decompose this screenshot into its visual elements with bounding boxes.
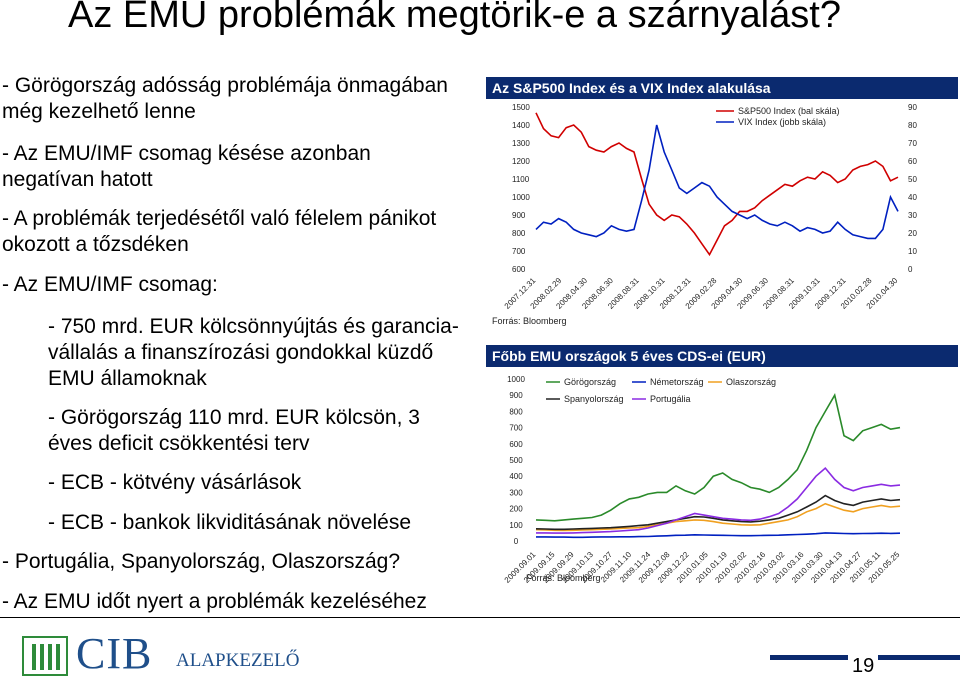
y-right-tick-label: 50: [908, 175, 917, 184]
logo-text: CIB: [76, 629, 153, 678]
chart2-title: Főbb EMU országok 5 éves CDS-ei (EUR): [486, 345, 958, 367]
y-tick-label: 300: [509, 488, 523, 497]
legend-label: S&P500 Index (bal skála): [738, 106, 840, 116]
y-right-tick-label: 90: [908, 103, 917, 112]
series-line-2: [535, 502, 901, 532]
y-left-tick-label: 1400: [512, 121, 530, 130]
series-line-0: [535, 112, 899, 257]
y-right-tick-label: 20: [908, 229, 917, 238]
series-line-0: [535, 393, 901, 522]
bullet-line: EMU államoknak: [48, 367, 207, 390]
bullet-line: - Görögország adósság problémája önmagáb…: [2, 74, 448, 97]
bullet-line: - Az EMU időt nyert a problémák kezelésé…: [2, 590, 427, 613]
page-number: 19: [848, 655, 879, 678]
legend-label: VIX Index (jobb skála): [738, 117, 826, 127]
legend-label: Spanyolország: [564, 394, 624, 404]
y-left-tick-label: 1300: [512, 139, 530, 148]
y-tick-label: 600: [509, 440, 523, 449]
y-right-tick-label: 30: [908, 211, 917, 220]
chart2-source: Forrás: Bloomberg: [526, 573, 601, 583]
bullet-line: - Portugália, Spanyolország, Olaszország…: [2, 550, 401, 573]
y-tick-label: 800: [509, 407, 523, 416]
y-tick-label: 900: [509, 391, 523, 400]
bullet-line: - Az EMU/IMF csomag késése azonban: [2, 142, 371, 165]
y-left-tick-label: 1200: [512, 157, 530, 166]
legend-label: Portugália: [650, 394, 691, 404]
y-tick-label: 700: [509, 424, 523, 433]
y-left-tick-label: 1100: [512, 175, 530, 184]
bullet-line: még kezelhető lenne: [2, 100, 196, 123]
bullet-line: - ECB - bankok likviditásának növelése: [48, 511, 412, 534]
y-left-tick-label: 800: [512, 229, 526, 238]
sp500-vix-chart: 1500140013001200110010009008007006009080…: [492, 103, 917, 326]
bullet-line: - A problémák terjedésétől való félelem …: [2, 207, 437, 230]
y-left-tick-label: 600: [512, 265, 526, 274]
legend-label: Olaszország: [726, 377, 776, 387]
series-line-1: [535, 124, 899, 240]
cds-chart: 100090080070060050040030020010002009.09.…: [503, 375, 902, 585]
logo-subtext: ALAPKEZELŐ: [176, 650, 300, 671]
y-tick-label: 100: [509, 521, 523, 530]
y-tick-label: 400: [509, 472, 523, 481]
bullet-line: okozott a tőzsdéken: [2, 233, 189, 256]
y-right-tick-label: 10: [908, 247, 917, 256]
bullet-line: - 750 mrd. EUR kölcsönnyújtás és garanci…: [48, 315, 459, 338]
bullet-line: éves deficit csökkentési terv: [48, 432, 310, 455]
y-left-tick-label: 900: [512, 211, 526, 220]
y-tick-label: 0: [514, 537, 519, 546]
bullet-line: - Görögország 110 mrd. EUR kölcsön, 3: [48, 406, 420, 429]
bullet-list: - Görögország adósság problémája önmagáb…: [0, 0, 480, 620]
y-tick-label: 1000: [507, 375, 525, 384]
legend-label: Németország: [650, 377, 704, 387]
y-right-tick-label: 80: [908, 121, 917, 130]
bullet-line: - ECB - kötvény vásárlások: [48, 471, 302, 494]
series-line-4: [536, 466, 901, 534]
legend-label: Görögország: [564, 377, 616, 387]
y-right-tick-label: 40: [908, 193, 917, 202]
logo-icon: [22, 636, 68, 676]
bullet-line: negatívan hatott: [2, 168, 153, 191]
y-right-tick-label: 0: [908, 265, 913, 274]
bullet-line: vállalás a finanszírozási gondokkal küzd…: [48, 341, 434, 364]
footer-divider: [0, 617, 960, 618]
y-left-tick-label: 1500: [512, 103, 530, 112]
y-tick-label: 200: [509, 505, 523, 514]
y-right-tick-label: 60: [908, 157, 917, 166]
chart1-source: Forrás: Bloomberg: [492, 316, 567, 326]
chart1-title: Az S&P500 Index és a VIX Index alakulása: [486, 77, 958, 99]
y-right-tick-label: 70: [908, 139, 917, 148]
bullet-line: - Az EMU/IMF csomag:: [2, 273, 218, 296]
slide-title: Az EMU problémák megtörik-e a szárnyalás…: [68, 0, 841, 36]
series-line-1: [536, 532, 901, 539]
series-line-3: [535, 494, 901, 531]
y-left-tick-label: 1000: [512, 193, 530, 202]
y-tick-label: 500: [509, 456, 523, 465]
y-left-tick-label: 700: [512, 247, 526, 256]
